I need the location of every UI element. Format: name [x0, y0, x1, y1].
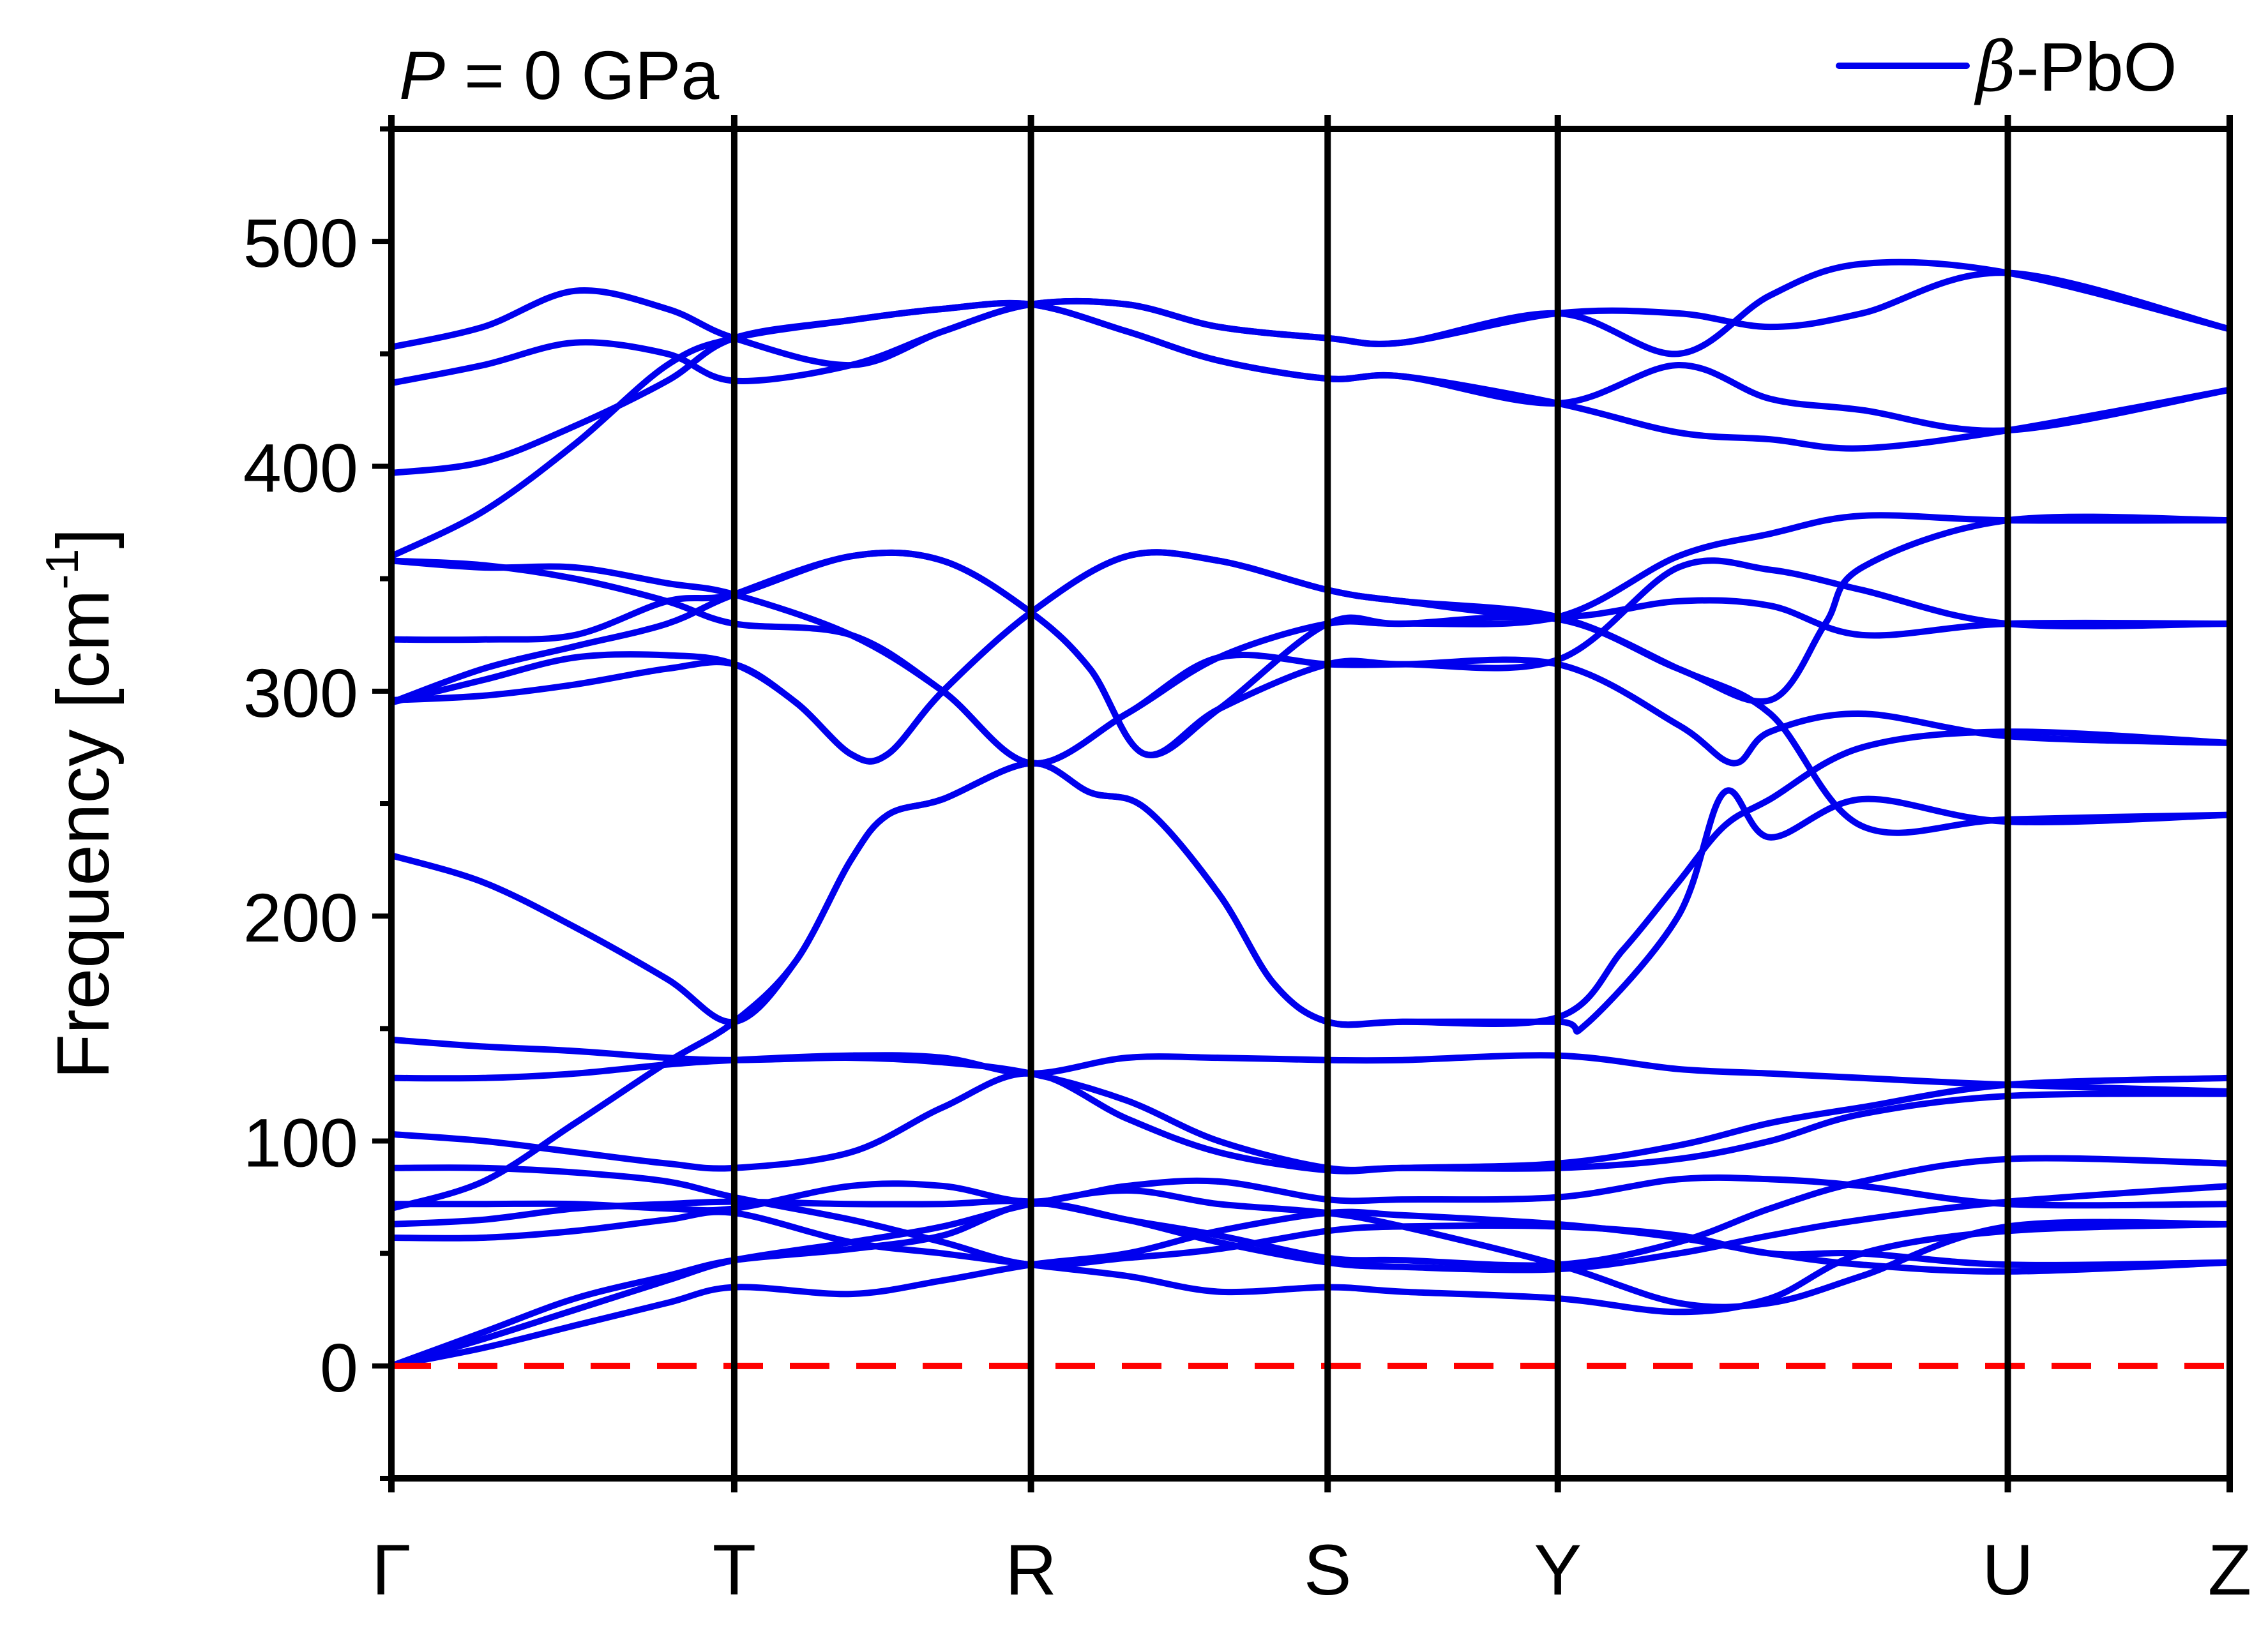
kpoint-label: Y — [1534, 1530, 1582, 1610]
kpoint-label: T — [713, 1530, 756, 1610]
phonon-band-14 — [391, 549, 2230, 836]
phonon-band-3 — [391, 1183, 2230, 1369]
plot-frame — [388, 126, 2233, 1482]
phonon-band-12 — [391, 1052, 2230, 1095]
phonon-band-6 — [391, 1174, 2230, 1214]
y-axis-label: Frequency [cm-1] — [37, 528, 125, 1079]
phonon-band-2 — [391, 1187, 2230, 1369]
phonon-band-19 — [391, 299, 2230, 477]
pressure-symbol: P — [399, 36, 445, 114]
kpoint-label: U — [1982, 1530, 2034, 1610]
phonon-band-21 — [391, 299, 2230, 560]
y-tick-label: 0 — [320, 1329, 358, 1406]
y-tick-label: 400 — [243, 430, 358, 507]
kpoint-label: Γ — [372, 1530, 411, 1610]
phonon-band-1 — [391, 1208, 2230, 1369]
y-tick-label: 100 — [243, 1104, 358, 1182]
legend-greek: β — [1974, 27, 2016, 107]
y-tick-label: 300 — [243, 654, 358, 732]
y-axis-label-exponent: -1 — [37, 549, 88, 590]
y-axis-label-text: Frequency [cm — [42, 590, 125, 1079]
phonon-band-16 — [391, 512, 2230, 758]
legend: β-PbO — [1836, 27, 2177, 107]
pressure-value: = 0 GPa — [445, 36, 720, 114]
phonon-band-8 — [391, 1070, 2230, 1175]
kpoint-label: S — [1304, 1530, 1352, 1610]
phonon-band-5 — [391, 1155, 2230, 1269]
phonon-band-22 — [391, 269, 2230, 369]
kpoint-label: R — [1005, 1530, 1057, 1610]
phonon-band-17 — [391, 513, 2230, 767]
phonon-band-11 — [391, 1036, 2230, 1173]
kpoint-lines — [388, 115, 2233, 1492]
phonon-bands — [391, 259, 2230, 1369]
pressure-title: P = 0 GPa — [399, 36, 720, 114]
phonon-band-9 — [391, 760, 2230, 1212]
y-tick-label: 200 — [243, 879, 358, 956]
y-axis-ticks: 0 100 200 300 400 500 — [243, 126, 391, 1481]
phonon-band-7 — [391, 1164, 2230, 1269]
phonon-band-18 — [391, 557, 2230, 767]
y-tick-label: 500 — [243, 204, 358, 282]
phonon-band-4 — [391, 1208, 2230, 1316]
kpoint-label: Z — [2208, 1530, 2251, 1610]
phonon-band-10 — [391, 728, 2230, 1028]
legend-label: β-PbO — [1974, 27, 2177, 107]
legend-text: -PbO — [2016, 28, 2177, 105]
y-axis-label-close: ] — [42, 528, 125, 548]
